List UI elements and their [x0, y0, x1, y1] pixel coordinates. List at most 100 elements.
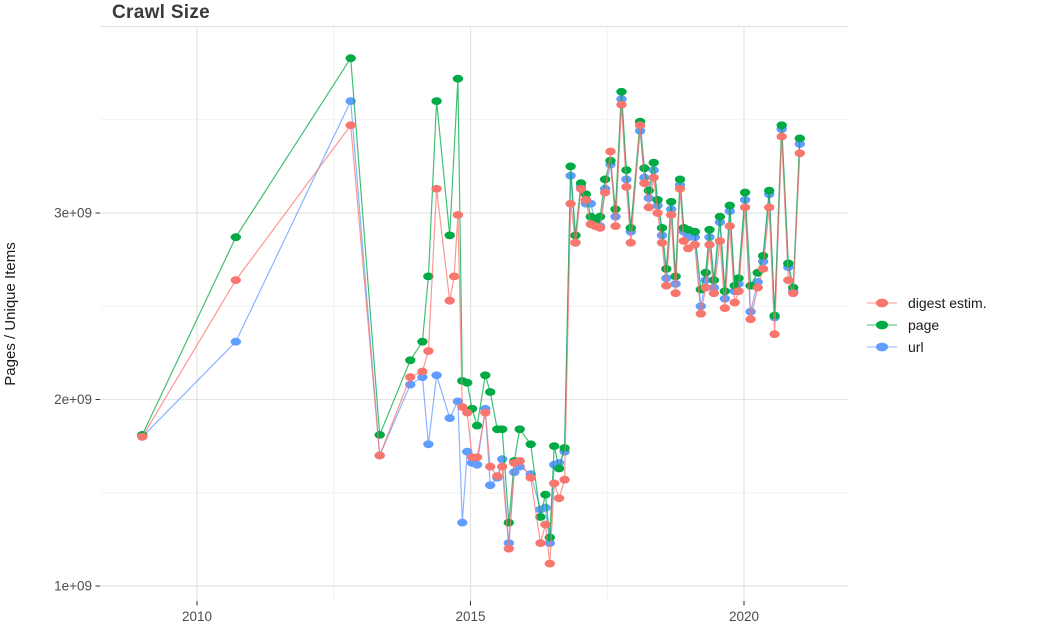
- data-point-digest-estim: [374, 451, 385, 460]
- data-point-digest-estim: [745, 315, 756, 324]
- data-point-page: [535, 513, 546, 521]
- data-point-digest-estim: [616, 100, 627, 109]
- data-point-digest-estim: [457, 403, 468, 411]
- data-point-page: [769, 311, 780, 320]
- legend-key-icon: [867, 298, 897, 308]
- data-point-url: [444, 414, 455, 422]
- data-point-page: [565, 162, 576, 171]
- data-point-digest-estim: [621, 183, 632, 191]
- data-point-digest-estim: [656, 238, 668, 247]
- legend-item-url: url: [866, 336, 987, 358]
- x-tick-label: 2015: [455, 609, 485, 624]
- data-point-page: [345, 54, 356, 63]
- data-point-digest-estim: [525, 473, 536, 482]
- data-point-digest-estim: [678, 237, 689, 245]
- data-point-digest-estim: [485, 462, 496, 471]
- data-point-digest-estim: [661, 281, 672, 290]
- data-point-url: [471, 460, 483, 469]
- data-point-page: [575, 179, 587, 188]
- data-point-digest-estim: [757, 265, 769, 273]
- data-point-digest-estim: [480, 408, 491, 417]
- data-point-page: [621, 166, 632, 175]
- data-point-page: [714, 212, 726, 221]
- data-point-page: [724, 201, 735, 210]
- data-point-digest-estim: [448, 272, 460, 281]
- data-point-page: [674, 175, 686, 184]
- data-point-page: [704, 225, 715, 234]
- data-point-page: [559, 444, 570, 452]
- data-point-digest-estim: [549, 479, 560, 488]
- data-point-digest-estim: [553, 494, 565, 503]
- data-point-digest-estim: [610, 222, 621, 231]
- data-point-digest-estim: [605, 147, 616, 156]
- data-point-digest-estim: [492, 472, 503, 480]
- data-point-digest-estim: [230, 276, 241, 284]
- data-point-url: [423, 440, 434, 449]
- data-point-url: [704, 233, 715, 242]
- data-point-url: [230, 337, 241, 346]
- data-point-url: [643, 194, 654, 203]
- data-point-digest-estim: [634, 121, 646, 130]
- data-point-digest-estim: [689, 240, 700, 249]
- data-point-page: [570, 231, 581, 240]
- data-point-url: [431, 371, 442, 380]
- data-point-digest-estim: [570, 238, 581, 247]
- data-point-page: [648, 158, 659, 167]
- data-point-page: [739, 188, 751, 197]
- legend-label: page: [908, 317, 940, 333]
- data-point-digest-estim: [666, 211, 677, 219]
- data-point-page: [605, 156, 616, 165]
- data-point-url: [695, 302, 706, 311]
- data-point-digest-estim: [471, 453, 483, 462]
- data-point-digest-estim: [565, 199, 576, 208]
- data-point-digest-estim: [345, 121, 356, 130]
- data-point-page: [549, 442, 560, 450]
- data-point-page: [462, 378, 473, 387]
- data-point-digest-estim: [559, 475, 570, 484]
- data-point-digest-estim: [452, 211, 464, 219]
- data-point-digest-estim: [648, 173, 659, 182]
- data-point-page: [525, 440, 536, 449]
- data-point-url: [656, 231, 668, 240]
- data-point-digest-estim: [444, 296, 455, 305]
- data-point-digest-estim: [540, 520, 551, 529]
- data-point-digest-estim: [729, 298, 740, 307]
- data-point-page: [594, 212, 606, 221]
- data-point-digest-estim: [714, 237, 726, 245]
- data-point-page: [471, 421, 483, 430]
- legend-key-icon: [867, 342, 897, 352]
- data-point-digest-estim: [670, 289, 681, 298]
- data-point-digest-estim: [794, 149, 805, 158]
- data-point-digest-estim: [544, 559, 555, 568]
- data-point-digest-estim: [535, 539, 546, 547]
- data-point-digest-estim: [764, 203, 775, 212]
- data-point-page: [230, 233, 241, 242]
- data-point-digest-estim: [503, 544, 514, 553]
- x-tick-label: 2020: [729, 609, 759, 624]
- data-point-page: [503, 518, 514, 527]
- data-point-digest-estim: [708, 289, 720, 298]
- chart-title: Crawl Size: [112, 2, 211, 23]
- data-point-page: [540, 490, 551, 499]
- data-point-page: [452, 74, 464, 83]
- data-point-page: [757, 252, 769, 260]
- data-point-page: [764, 186, 775, 195]
- legend-label: url: [908, 339, 924, 355]
- data-point-url: [417, 373, 428, 381]
- data-point-url: [652, 201, 663, 210]
- data-point-page: [625, 224, 636, 232]
- data-point-digest-estim: [724, 222, 735, 231]
- series-line-digest-estim: [141, 104, 801, 564]
- data-point-page: [666, 197, 677, 206]
- data-point-page: [733, 274, 744, 283]
- data-point-page: [514, 425, 525, 434]
- y-axis-title: Pages / Unique Items: [2, 242, 19, 385]
- y-tick-label: 2e+09: [54, 392, 92, 407]
- data-point-digest-estim: [769, 330, 780, 339]
- data-point-page: [405, 356, 416, 365]
- data-point-url: [497, 455, 508, 464]
- data-point-url: [485, 481, 496, 490]
- data-point-page: [480, 371, 491, 380]
